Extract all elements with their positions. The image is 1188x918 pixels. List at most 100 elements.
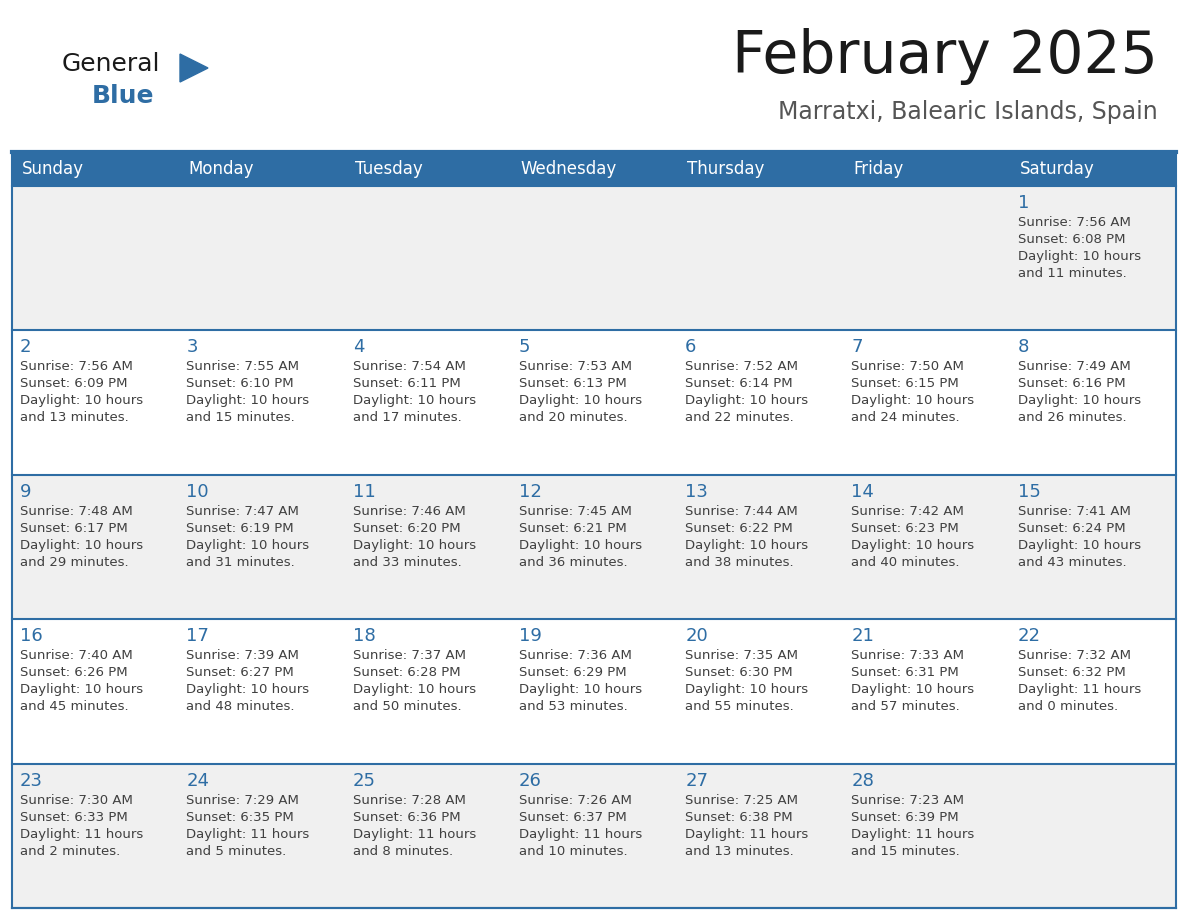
- Text: Saturday: Saturday: [1019, 160, 1094, 178]
- Text: Sunrise: 7:48 AM: Sunrise: 7:48 AM: [20, 505, 133, 518]
- Text: 16: 16: [20, 627, 43, 645]
- Text: 27: 27: [685, 772, 708, 789]
- Text: 28: 28: [852, 772, 874, 789]
- Text: Sunrise: 7:44 AM: Sunrise: 7:44 AM: [685, 505, 798, 518]
- Text: 13: 13: [685, 483, 708, 501]
- Text: and 45 minutes.: and 45 minutes.: [20, 700, 128, 713]
- Text: and 2 minutes.: and 2 minutes.: [20, 845, 120, 857]
- Text: Daylight: 10 hours: Daylight: 10 hours: [519, 395, 642, 408]
- Text: Marratxi, Balearic Islands, Spain: Marratxi, Balearic Islands, Spain: [778, 100, 1158, 124]
- Text: Sunset: 6:11 PM: Sunset: 6:11 PM: [353, 377, 460, 390]
- Text: Sunrise: 7:39 AM: Sunrise: 7:39 AM: [187, 649, 299, 662]
- Text: Daylight: 10 hours: Daylight: 10 hours: [187, 683, 309, 696]
- Text: Sunrise: 7:36 AM: Sunrise: 7:36 AM: [519, 649, 632, 662]
- Text: 1: 1: [1018, 194, 1029, 212]
- Text: Sunrise: 7:55 AM: Sunrise: 7:55 AM: [187, 361, 299, 374]
- Text: Daylight: 11 hours: Daylight: 11 hours: [353, 828, 476, 841]
- Text: Daylight: 10 hours: Daylight: 10 hours: [685, 539, 808, 552]
- Text: Sunrise: 7:23 AM: Sunrise: 7:23 AM: [852, 793, 965, 807]
- Text: Wednesday: Wednesday: [520, 160, 617, 178]
- Text: Sunrise: 7:56 AM: Sunrise: 7:56 AM: [20, 361, 133, 374]
- Text: 9: 9: [20, 483, 32, 501]
- Text: and 20 minutes.: and 20 minutes.: [519, 411, 627, 424]
- Text: Sunrise: 7:45 AM: Sunrise: 7:45 AM: [519, 505, 632, 518]
- Text: and 50 minutes.: and 50 minutes.: [353, 700, 461, 713]
- Bar: [12, 475, 1176, 620]
- Text: Daylight: 11 hours: Daylight: 11 hours: [1018, 683, 1140, 696]
- Text: Daylight: 11 hours: Daylight: 11 hours: [685, 828, 808, 841]
- Text: and 13 minutes.: and 13 minutes.: [20, 411, 128, 424]
- Text: 21: 21: [852, 627, 874, 645]
- Text: Daylight: 10 hours: Daylight: 10 hours: [1018, 395, 1140, 408]
- Text: Sunset: 6:23 PM: Sunset: 6:23 PM: [852, 521, 959, 535]
- Text: Tuesday: Tuesday: [354, 160, 422, 178]
- Bar: [12, 620, 1176, 764]
- Text: Sunrise: 7:33 AM: Sunrise: 7:33 AM: [852, 649, 965, 662]
- Text: 22: 22: [1018, 627, 1041, 645]
- Text: 5: 5: [519, 339, 530, 356]
- Text: Sunset: 6:19 PM: Sunset: 6:19 PM: [187, 521, 293, 535]
- Text: Sunset: 6:17 PM: Sunset: 6:17 PM: [20, 521, 128, 535]
- Text: Sunrise: 7:56 AM: Sunrise: 7:56 AM: [1018, 216, 1131, 229]
- Text: and 10 minutes.: and 10 minutes.: [519, 845, 627, 857]
- Text: and 15 minutes.: and 15 minutes.: [187, 411, 295, 424]
- Text: General: General: [62, 52, 160, 76]
- Text: Sunrise: 7:46 AM: Sunrise: 7:46 AM: [353, 505, 466, 518]
- Text: Sunset: 6:08 PM: Sunset: 6:08 PM: [1018, 233, 1125, 246]
- Text: Sunrise: 7:26 AM: Sunrise: 7:26 AM: [519, 793, 632, 807]
- Text: Sunrise: 7:42 AM: Sunrise: 7:42 AM: [852, 505, 965, 518]
- Text: and 43 minutes.: and 43 minutes.: [1018, 555, 1126, 569]
- Text: Daylight: 10 hours: Daylight: 10 hours: [187, 395, 309, 408]
- Text: Sunset: 6:32 PM: Sunset: 6:32 PM: [1018, 666, 1125, 679]
- Text: Sunrise: 7:41 AM: Sunrise: 7:41 AM: [1018, 505, 1131, 518]
- Text: Sunset: 6:31 PM: Sunset: 6:31 PM: [852, 666, 959, 679]
- Text: Thursday: Thursday: [687, 160, 765, 178]
- Text: and 33 minutes.: and 33 minutes.: [353, 555, 461, 569]
- Text: Sunset: 6:28 PM: Sunset: 6:28 PM: [353, 666, 460, 679]
- Text: Sunrise: 7:52 AM: Sunrise: 7:52 AM: [685, 361, 798, 374]
- Text: Sunset: 6:38 PM: Sunset: 6:38 PM: [685, 811, 792, 823]
- Text: Sunset: 6:26 PM: Sunset: 6:26 PM: [20, 666, 127, 679]
- Text: Daylight: 10 hours: Daylight: 10 hours: [685, 395, 808, 408]
- Text: and 29 minutes.: and 29 minutes.: [20, 555, 128, 569]
- Text: Sunset: 6:13 PM: Sunset: 6:13 PM: [519, 377, 626, 390]
- Text: Daylight: 10 hours: Daylight: 10 hours: [519, 683, 642, 696]
- Text: and 57 minutes.: and 57 minutes.: [852, 700, 960, 713]
- Text: Daylight: 10 hours: Daylight: 10 hours: [187, 539, 309, 552]
- Text: February 2025: February 2025: [732, 28, 1158, 85]
- Text: Sunrise: 7:32 AM: Sunrise: 7:32 AM: [1018, 649, 1131, 662]
- Text: Sunset: 6:27 PM: Sunset: 6:27 PM: [187, 666, 295, 679]
- Text: and 53 minutes.: and 53 minutes.: [519, 700, 627, 713]
- Text: Daylight: 11 hours: Daylight: 11 hours: [20, 828, 144, 841]
- Text: 12: 12: [519, 483, 542, 501]
- Text: and 24 minutes.: and 24 minutes.: [852, 411, 960, 424]
- Text: Sunset: 6:24 PM: Sunset: 6:24 PM: [1018, 521, 1125, 535]
- Text: 20: 20: [685, 627, 708, 645]
- Text: Sunrise: 7:25 AM: Sunrise: 7:25 AM: [685, 793, 798, 807]
- Text: 2: 2: [20, 339, 32, 356]
- Bar: [12, 330, 1176, 475]
- Text: Sunrise: 7:37 AM: Sunrise: 7:37 AM: [353, 649, 466, 662]
- Text: 18: 18: [353, 627, 375, 645]
- Text: Daylight: 10 hours: Daylight: 10 hours: [852, 539, 974, 552]
- Text: and 17 minutes.: and 17 minutes.: [353, 411, 461, 424]
- Text: and 26 minutes.: and 26 minutes.: [1018, 411, 1126, 424]
- Text: 19: 19: [519, 627, 542, 645]
- Text: and 5 minutes.: and 5 minutes.: [187, 845, 286, 857]
- Text: 8: 8: [1018, 339, 1029, 356]
- Text: and 0 minutes.: and 0 minutes.: [1018, 700, 1118, 713]
- Text: Daylight: 10 hours: Daylight: 10 hours: [852, 395, 974, 408]
- Text: Daylight: 10 hours: Daylight: 10 hours: [353, 539, 475, 552]
- Text: Daylight: 10 hours: Daylight: 10 hours: [852, 683, 974, 696]
- Text: Sunset: 6:20 PM: Sunset: 6:20 PM: [353, 521, 460, 535]
- Text: Monday: Monday: [188, 160, 254, 178]
- Text: 26: 26: [519, 772, 542, 789]
- Text: Daylight: 11 hours: Daylight: 11 hours: [852, 828, 974, 841]
- Text: Sunset: 6:09 PM: Sunset: 6:09 PM: [20, 377, 127, 390]
- Text: Sunset: 6:35 PM: Sunset: 6:35 PM: [187, 811, 295, 823]
- Text: and 13 minutes.: and 13 minutes.: [685, 845, 794, 857]
- Text: Sunset: 6:39 PM: Sunset: 6:39 PM: [852, 811, 959, 823]
- Text: Daylight: 10 hours: Daylight: 10 hours: [20, 539, 143, 552]
- Text: 7: 7: [852, 339, 862, 356]
- Text: Daylight: 10 hours: Daylight: 10 hours: [20, 395, 143, 408]
